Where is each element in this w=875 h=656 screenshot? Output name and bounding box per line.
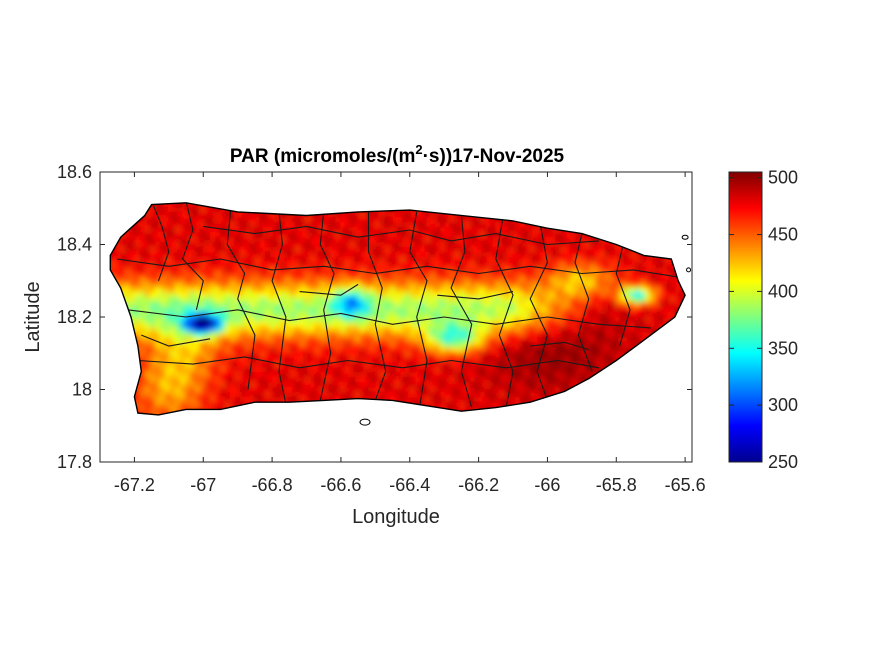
y-tick-label: 18.2 — [57, 307, 92, 327]
islet — [681, 234, 689, 240]
colorbar-tick-label: 350 — [768, 338, 798, 358]
boundary-line — [226, 208, 256, 390]
boundary-line — [437, 291, 514, 300]
boundary-line — [409, 211, 428, 405]
boundary-line — [137, 356, 600, 369]
boundary-line — [271, 211, 287, 405]
x-tick-label: -66.8 — [252, 475, 293, 495]
municipality-boundaries — [117, 202, 679, 408]
boundary-line — [530, 341, 589, 351]
x-axis-label: Longitude — [352, 506, 440, 528]
y-axis: 17.8 18 18.2 18.4 18.6 — [57, 162, 692, 472]
x-axis: -67.2 -67 -66.8 -66.6 -66.4 -66.2 -66 -65.8 -65.… — [114, 172, 706, 495]
x-tick-label: -67.2 — [114, 475, 155, 495]
x-tick-label: -66 — [534, 475, 560, 495]
x-tick-label: -66.6 — [320, 475, 361, 495]
colorbar-tick-label: 450 — [768, 225, 798, 245]
boundary-line — [127, 309, 651, 329]
colorbar-tick-label: 500 — [768, 168, 798, 188]
y-tick-label: 18.4 — [57, 235, 92, 255]
boundary-line — [141, 334, 211, 347]
x-tick-label: -66.4 — [389, 475, 430, 495]
colorbar-ticks: 250 300 350 400 450 500 — [729, 168, 798, 472]
colorbar-tick-label: 250 — [768, 452, 798, 472]
boundary-line — [181, 202, 204, 310]
islet — [686, 267, 692, 273]
x-tick-label: -67 — [190, 475, 216, 495]
y-tick-label: 17.8 — [57, 452, 92, 472]
y-tick-label: 18 — [72, 380, 92, 400]
islets — [359, 234, 692, 426]
boundary-line — [117, 258, 679, 278]
y-tick-label: 18.6 — [57, 162, 92, 182]
boundary-line — [450, 215, 473, 408]
colorbar-tick-label: 400 — [768, 281, 798, 301]
chart-title: PAR (micromoles/(m2·s))17-Nov-2025 — [230, 142, 565, 167]
x-tick-label: -65.6 — [665, 475, 706, 495]
x-tick-label: -65.8 — [596, 475, 637, 495]
boundary-line — [151, 202, 170, 281]
y-axis-label: Latitude — [22, 281, 44, 352]
island-outline — [109, 202, 686, 416]
colorbar-tick-label: 300 — [768, 395, 798, 415]
boundary-line — [203, 225, 600, 246]
boundary-line — [529, 226, 548, 401]
plot-area: -67.2 -67 -66.8 -66.6 -66.4 -66.2 -66 -65.8 -65.… — [57, 162, 706, 495]
boundary-line — [299, 283, 359, 296]
islet — [359, 418, 371, 426]
colorbar-gradient — [728, 171, 763, 463]
x-tick-label: -66.2 — [458, 475, 499, 495]
boundary-line — [615, 244, 631, 347]
boundary-line — [367, 211, 387, 401]
boundary-line — [574, 233, 593, 372]
boundary-line — [319, 211, 335, 401]
colorbar: 250 300 350 400 450 500 — [728, 168, 798, 472]
boundary-line — [495, 219, 514, 408]
